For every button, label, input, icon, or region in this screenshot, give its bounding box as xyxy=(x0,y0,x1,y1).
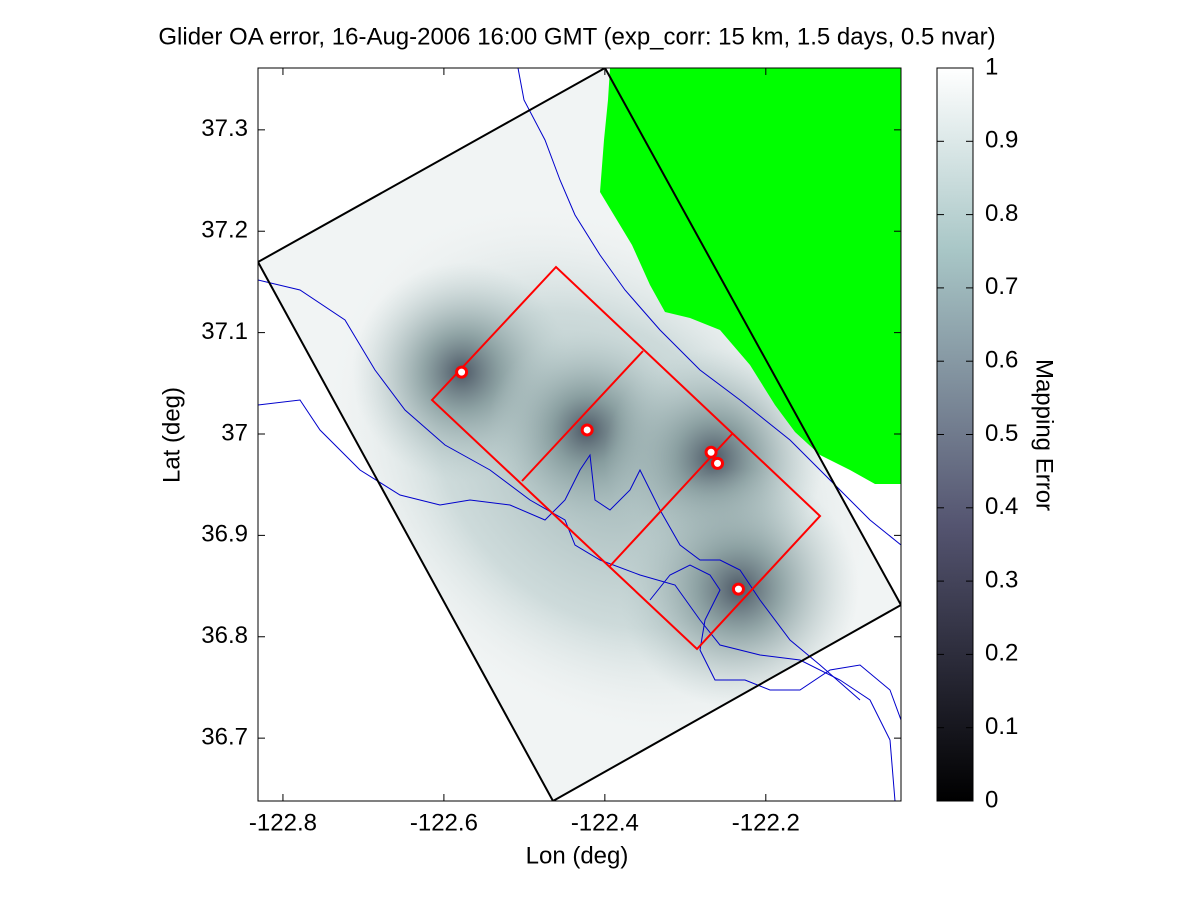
x-tick-label: -122.2 xyxy=(732,809,800,836)
y-tick-label: 37.2 xyxy=(201,217,248,244)
glider-point xyxy=(580,423,594,437)
glider-point xyxy=(731,582,745,596)
x-tick-label: -122.8 xyxy=(249,809,317,836)
colorbar-tick-label: 1 xyxy=(985,53,998,80)
x-tick-label: -122.6 xyxy=(410,809,478,836)
colorbar-tick-label: 0.9 xyxy=(985,127,1018,154)
colorbar-tick-label: 0.3 xyxy=(985,566,1018,593)
chart-title: Glider OA error, 16-Aug-2006 16:00 GMT (… xyxy=(158,23,995,50)
y-tick-label: 36.7 xyxy=(201,723,248,750)
plot-frame xyxy=(257,67,902,802)
colorbar-tick-label: 0.6 xyxy=(985,347,1018,374)
x-axis-label: Lon (deg) xyxy=(526,842,629,869)
colorbar-tick-label: 0.7 xyxy=(985,273,1018,300)
colorbar-tick-label: 0.1 xyxy=(985,713,1018,740)
glider-point xyxy=(455,365,469,379)
colorbar-label: Mapping Error xyxy=(1031,359,1058,511)
y-axis-label: Lat (deg) xyxy=(158,387,185,483)
y-tick-label: 37.1 xyxy=(201,318,248,345)
domain-box xyxy=(258,68,901,801)
x-tick-label: -122.4 xyxy=(571,809,639,836)
land xyxy=(600,68,901,484)
y-tick-label: 36.8 xyxy=(201,622,248,649)
glider-point xyxy=(711,456,725,470)
glider-point xyxy=(704,445,718,459)
colorbar-tick-label: 0 xyxy=(985,786,998,813)
colorbar-tick-label: 0.8 xyxy=(985,200,1018,227)
y-tick-label: 37.3 xyxy=(201,115,248,142)
colorbar-tick-label: 0.5 xyxy=(985,420,1018,447)
y-tick-label: 37 xyxy=(221,419,248,446)
bathymetry-contours xyxy=(258,68,901,801)
colorbar-tick-label: 0.2 xyxy=(985,640,1018,667)
y-tick-label: 36.9 xyxy=(201,521,248,548)
colorbar-tick-label: 0.4 xyxy=(985,493,1018,520)
